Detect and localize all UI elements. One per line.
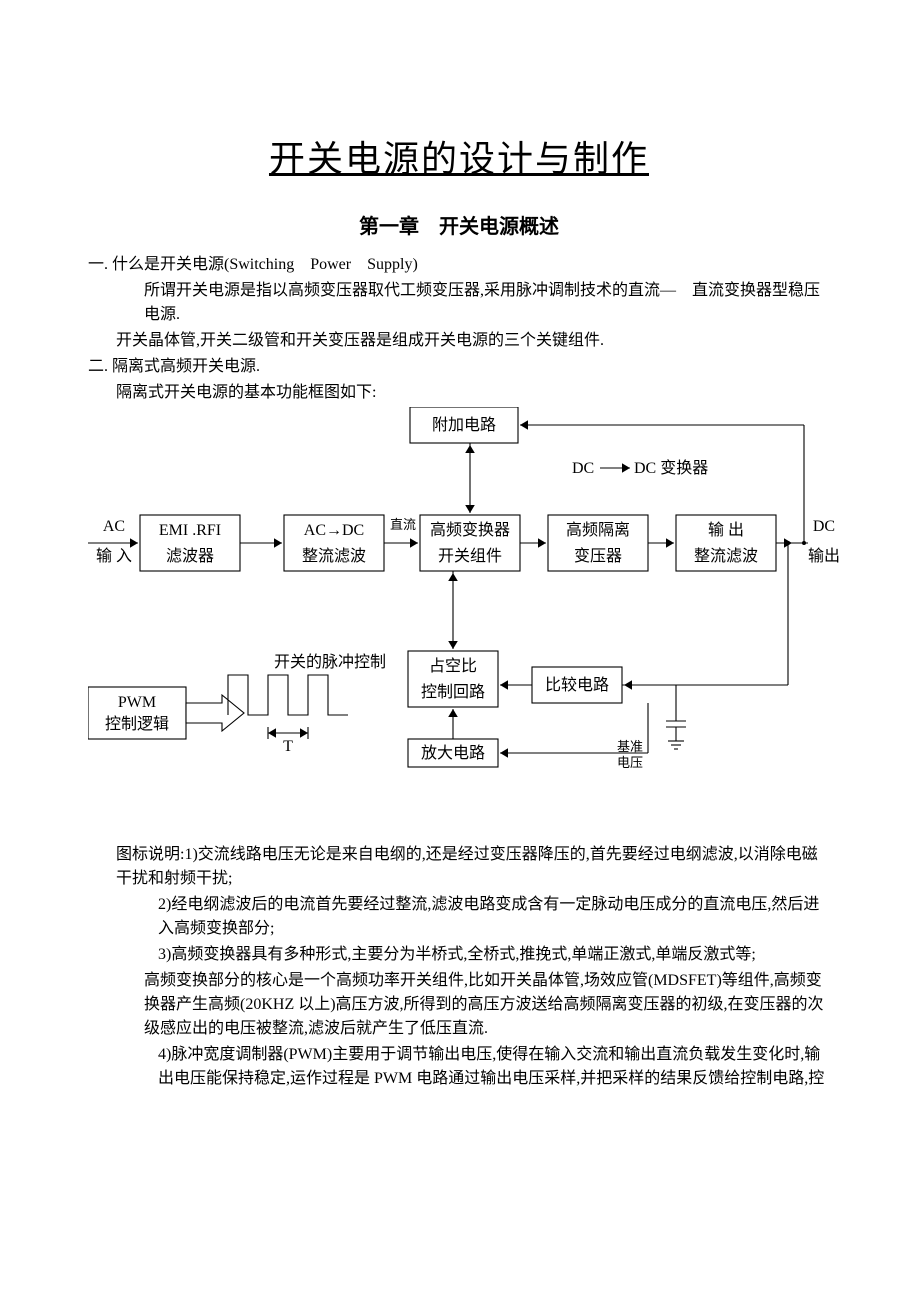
node-emi-label1: EMI .RFI xyxy=(159,522,221,539)
pulse-wave xyxy=(228,675,348,715)
section-1-p1: 所谓开关电源是指以高频变压器取代工频变压器,采用脉冲调制技术的直流— 直流变换器… xyxy=(88,279,830,327)
node-hftrans-label2: 变压器 xyxy=(574,547,622,565)
label-ref1: 基准 xyxy=(617,739,643,754)
label-dcdc-a: DC xyxy=(572,460,594,477)
big-arrow xyxy=(186,695,244,731)
node-duty-label2: 控制回路 xyxy=(421,683,485,701)
explain-3b-text: 高频变换部分的核心是一个高频功率开关组件,比如开关晶体管,场效应管(MDSFET… xyxy=(144,972,824,1037)
section-1-p2: 开关晶体管,开关二级管和开关变压器是组成开关电源的三个关键组件. xyxy=(88,329,830,353)
block-diagram-svg: 附加电路 EMI .RFI 滤波器 AC→DC 整流滤波 高频变换器开关组件 高频隔离变压器… xyxy=(88,407,848,837)
chapter-title: 第一章 开关电源概述 xyxy=(88,210,830,239)
block-diagram: 附加电路 EMI .RFI 滤波器 AC→DC 整流滤波 高频变换器开关组件 高频隔离变压器… xyxy=(88,407,848,837)
section-1-p1-text: 所谓开关电源是指以高频变压器取代工频变压器,采用脉冲调制技术的直流— 直流变换器… xyxy=(144,282,820,323)
node-hftrans-label1: 高频隔离 xyxy=(566,521,630,539)
label-dc: DC xyxy=(813,518,835,535)
explain-4-text: 4)脉冲宽度调制器(PWM)主要用于调节输出电压,使得在输入交流和输出直流负载发… xyxy=(158,1046,824,1087)
node-add-label: 附加电路 xyxy=(432,416,496,434)
node-pwm-label2: 控制逻辑 xyxy=(105,715,169,733)
explain-3: 3)高频变换器具有多种形式,主要分为半桥式,全桥式,推挽式,单端正激式,单端反激… xyxy=(88,943,830,967)
document-title: 开关电源的设计与制作 xyxy=(88,130,830,182)
page: 开关电源的设计与制作 第一章 开关电源概述 一. 什么是开关电源(Switchi… xyxy=(0,0,920,1133)
node-rect-label1: AC→DC xyxy=(304,522,364,539)
node-hfconv-label1: 高频变换器 xyxy=(430,521,510,539)
node-hfconv-label2: 开关组件 xyxy=(438,547,502,565)
section-2-p1: 隔离式开关电源的基本功能框图如下: xyxy=(88,381,830,405)
node-out-label1: 输 出 xyxy=(708,521,744,539)
label-ac: AC xyxy=(103,518,125,535)
label-dcdc-b: DC 变换器 xyxy=(634,459,708,477)
section-2-head: 二. 隔离式高频开关电源. xyxy=(88,355,830,379)
label-dc-mid: 直流 xyxy=(390,517,416,532)
node-emi-label2: 滤波器 xyxy=(166,547,214,565)
label-dc-out: 输出 xyxy=(808,547,840,565)
node-out-label2: 整流滤波 xyxy=(694,547,758,565)
explain-2: 2)经电纲滤波后的电流首先要经过整流,滤波电路变成含有一定脉动电压成分的直流电压… xyxy=(88,893,830,941)
node-duty-label1: 占空比 xyxy=(429,657,477,675)
explain-3b: 高频变换部分的核心是一个高频功率开关组件,比如开关晶体管,场效应管(MDSFET… xyxy=(88,969,830,1041)
section-1-head: 一. 什么是开关电源(Switching Power Supply) xyxy=(88,253,830,277)
node-rect-label2: 整流滤波 xyxy=(302,547,366,565)
node-amp-label: 放大电路 xyxy=(421,744,485,762)
node-pwm-label1: PWM xyxy=(118,694,156,711)
explain-4: 4)脉冲宽度调制器(PWM)主要用于调节输出电压,使得在输入交流和输出直流负载发… xyxy=(88,1043,830,1091)
label-pulse: 开关的脉冲控制 xyxy=(274,653,386,671)
explain-1: 图标说明:1)交流线路电压无论是来自电纲的,还是经过变压器降压的,首先要经过电纲… xyxy=(88,843,830,891)
label-T: T xyxy=(283,738,293,755)
explain-2-text: 2)经电纲滤波后的电流首先要经过整流,滤波电路变成含有一定脉动电压成分的直流电压… xyxy=(158,896,819,937)
label-ac-in: 输 入 xyxy=(96,547,132,565)
label-ref2: 电压 xyxy=(617,755,643,770)
node-cmp-label: 比较电路 xyxy=(545,676,609,694)
